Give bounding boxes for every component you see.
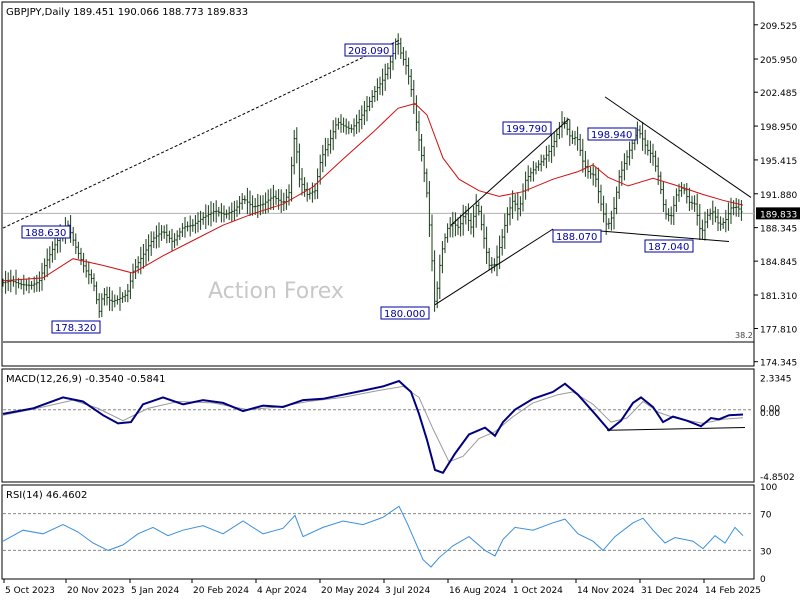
- watermark-text: Action Forex: [208, 279, 344, 304]
- price-panel-frame: [1, 1, 755, 367]
- fib-level-label: 38.2: [735, 331, 753, 340]
- price-annotation-label: 199.790: [506, 124, 547, 135]
- x-tick-label: 14 Feb 2025: [705, 586, 761, 596]
- x-tick-label: 14 Nov 2024: [577, 586, 635, 596]
- price-annotation-box: [587, 127, 637, 141]
- price-tick-label: 188.345: [760, 225, 797, 235]
- price-annotation-box: [344, 43, 394, 57]
- x-axis: 5 Oct 2023 20 Nov 2023 5 Jan 2024 20 Feb 20…: [3, 579, 761, 596]
- moving-average-line: [2, 103, 744, 282]
- trendline: [450, 118, 570, 226]
- macd-trendline: [606, 427, 746, 431]
- macd-tick-label: 2.3345: [760, 375, 792, 385]
- trendline: [598, 230, 730, 242]
- x-tick-label: 5 Jan 2024: [131, 586, 179, 596]
- macd-panel-frame: [1, 368, 755, 483]
- price-annotation-box: [552, 229, 602, 243]
- price-annotation-box: [644, 239, 694, 253]
- price-axis: 209.525 205.950 202.485 198.950 195.415 191.8…: [754, 22, 800, 369]
- price-annotation-label: 208.090: [348, 46, 389, 57]
- price-tick-label: 202.485: [760, 89, 797, 99]
- x-tick-label: 20 Nov 2023: [67, 586, 125, 596]
- price-annotation-box: [51, 320, 101, 334]
- rsi-tick-label: 70: [760, 511, 772, 521]
- price-annotation-label: 188.630: [25, 228, 66, 239]
- macd-title: MACD(12,26,9) -0.3540 -0.5841: [6, 374, 166, 385]
- rsi-panel-frame: [1, 484, 755, 580]
- price-annotation-box: [21, 225, 71, 239]
- macd-group: 2.3345 0.000.00 -4.8502: [2, 375, 795, 483]
- price-tick-label: 191.880: [760, 191, 797, 201]
- x-tick-label: 4 Apr 2024: [257, 586, 307, 596]
- price-annotation-label: 187.040: [648, 242, 689, 253]
- current-price-label: 189.833: [760, 210, 797, 220]
- price-annotation-label: 198.940: [591, 130, 632, 141]
- macd-tick-label: 0.00: [760, 405, 780, 415]
- price-tick-label: 205.950: [760, 56, 797, 66]
- current-price-tag: [756, 207, 800, 220]
- x-tick-label: 20 Feb 2024: [193, 586, 249, 596]
- price-grid: 38.2: [3, 212, 754, 343]
- price-annotation-label: 180.000: [384, 309, 425, 320]
- rsi-tick-label: 100: [760, 483, 777, 493]
- price-bars: [1, 33, 743, 318]
- rsi-tick-label: 0: [760, 575, 766, 585]
- x-tick-label: 20 May 2024: [321, 586, 380, 596]
- rsi-tick-label: 30: [760, 547, 772, 557]
- x-tick-label: 5 Oct 2023: [5, 586, 55, 596]
- macd-line: [2, 379, 744, 475]
- x-tick-label: 3 Jul 2024: [385, 586, 430, 596]
- chart-title: GBPJPY,Daily 189.451 190.066 188.773 189…: [6, 7, 248, 18]
- price-tick-label: 177.810: [760, 326, 797, 336]
- trendline: [604, 96, 752, 198]
- rsi-group: 100 70 30 0: [2, 483, 777, 585]
- trendline: [2, 38, 402, 229]
- trendline: [434, 228, 554, 306]
- price-tick-label: 181.310: [760, 292, 797, 302]
- price-annotation-label: 178.320: [55, 323, 96, 334]
- macd-signal-line: [2, 385, 744, 463]
- x-tick-label: 1 Oct 2024: [513, 586, 563, 596]
- rsi-title: RSI(14) 46.4602: [6, 490, 87, 501]
- x-tick-label: 16 Aug 2024: [449, 586, 507, 596]
- price-tick-label: 184.845: [760, 258, 797, 268]
- x-tick-label: 31 Dec 2024: [641, 586, 699, 596]
- price-tick-label: 209.525: [760, 22, 797, 32]
- price-tick-label: 174.345: [760, 359, 797, 369]
- price-tick-label: 198.950: [760, 123, 797, 133]
- price-tick-label: 195.415: [760, 157, 797, 167]
- price-lines: [1, 33, 752, 318]
- price-annotation-box: [502, 121, 552, 135]
- macd-tick-label: -4.8502: [760, 473, 795, 483]
- price-annotation-label: 188.070: [556, 232, 597, 243]
- macd-tick-label: 0.00: [760, 409, 780, 419]
- price-annotation-box: [380, 306, 430, 320]
- rsi-line: [2, 505, 744, 568]
- price-annotations: 208.090 199.790 198.940 188.630 188.070 187.0…: [21, 43, 694, 334]
